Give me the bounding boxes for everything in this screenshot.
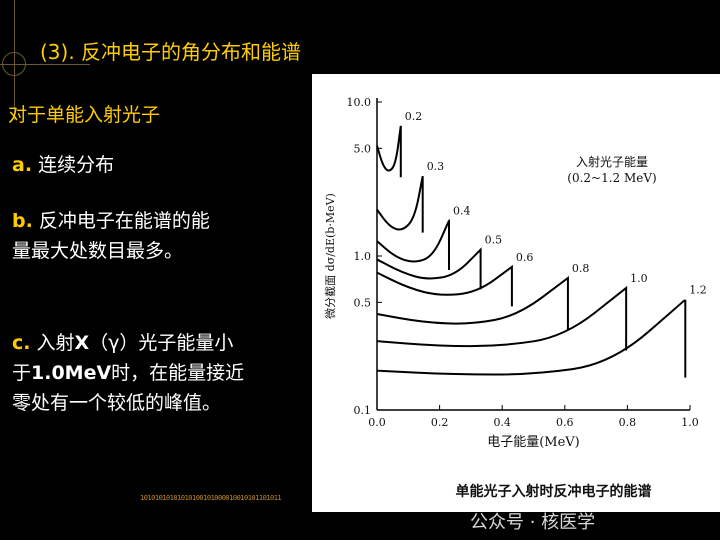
series-line-0.5 bbox=[376, 247, 482, 290]
item-c-line2-post: 时，在能量接近 bbox=[111, 362, 245, 384]
item-c-line1-post: （γ）光子能量小 bbox=[89, 332, 234, 354]
item-c-line2-bold: 1.0MeV bbox=[31, 362, 112, 384]
item-b-line2: 量最大处数目最多。 bbox=[12, 240, 184, 262]
series-label-0.2: 0.2 bbox=[405, 110, 423, 123]
item-a-text: 连续分布 bbox=[32, 154, 115, 176]
series-label-1.0: 1.0 bbox=[630, 272, 648, 285]
x-tick-label-1: 0.2 bbox=[431, 416, 449, 429]
item-a: a. 连续分布 bbox=[12, 150, 114, 180]
item-c-line1-bold: X bbox=[74, 332, 90, 354]
watermark: 公众号 · 核医学 bbox=[470, 512, 596, 533]
x-tick-label-3: 0.6 bbox=[556, 416, 574, 429]
series-label-0.3: 0.3 bbox=[427, 160, 445, 173]
x-tick-label-4: 0.8 bbox=[619, 416, 637, 429]
legend-range: (0.2~1.2 MeV) bbox=[567, 171, 656, 185]
item-c-line1-pre: 入射 bbox=[30, 332, 75, 354]
item-c-line3: 零处有一个较低的峰值。 bbox=[12, 392, 222, 414]
x-tick-label-5: 1.0 bbox=[681, 416, 699, 429]
x-axis-label: 电子能量(MeV) bbox=[487, 435, 580, 450]
item-c-line2-pre: 于 bbox=[12, 362, 32, 384]
series-line-1.2 bbox=[376, 297, 687, 378]
series-line-0.6 bbox=[376, 264, 513, 307]
slide-subtitle: 对于单能入射光子 bbox=[8, 104, 161, 126]
x-tick-label-2: 0.4 bbox=[493, 416, 511, 429]
decor-binary-text: 10101010101010100101000010010101101011 bbox=[140, 494, 282, 502]
item-b: b. 反冲电子在能谱的能 量最大处数目最多。 bbox=[12, 206, 210, 266]
series-line-1.0 bbox=[376, 286, 628, 351]
y-tick-label-1: 5.0 bbox=[354, 142, 372, 155]
item-c: c. 入射X（γ）光子能量小 于1.0MeV时，在能量接近 零处有一个较低的峰值… bbox=[12, 328, 244, 418]
series-line-0.3 bbox=[376, 175, 424, 233]
slide-title: (3). 反冲电子的角分布和能谱 bbox=[40, 40, 302, 64]
chart-caption: 单能光子入射时反冲电子的能谱 bbox=[456, 483, 652, 500]
series-label-0.4: 0.4 bbox=[453, 205, 471, 218]
y-tick-label-4: 0.1 bbox=[354, 404, 372, 417]
decor-circle bbox=[2, 52, 26, 76]
series-line-0.2 bbox=[376, 125, 402, 178]
y-tick-label-3: 0.5 bbox=[354, 296, 372, 309]
item-c-label: c. bbox=[12, 332, 31, 354]
item-b-line1: 反冲电子在能谱的能 bbox=[32, 210, 210, 232]
x-tick-label-0: 0.0 bbox=[368, 416, 386, 429]
item-b-label: b. bbox=[12, 210, 33, 232]
legend-title: 入射光子能量 bbox=[576, 154, 648, 169]
spectrum-figure: 10.0 5.0 1.0 0.5 0.1 0.0 0.2 0.4 0.6 0.8 1.0 电子能量(M… bbox=[312, 74, 720, 512]
series-label-0.6: 0.6 bbox=[516, 251, 534, 264]
series-line-0.4 bbox=[376, 220, 450, 270]
series-line-0.8 bbox=[376, 275, 569, 330]
spectrum-chart: 10.0 5.0 1.0 0.5 0.10.0 0.2 0.4 0.6 0.8 1.0 电子能量(M… bbox=[323, 96, 707, 500]
series-label-0.5: 0.5 bbox=[485, 234, 503, 247]
decor-line-horizontal bbox=[0, 64, 90, 65]
y-tick-label-2: 1.0 bbox=[354, 250, 372, 263]
series-label-1.2: 1.2 bbox=[689, 284, 707, 297]
item-a-label: a. bbox=[12, 154, 33, 176]
y-tick-label-0: 10.0 bbox=[347, 96, 372, 109]
series-label-0.8: 0.8 bbox=[572, 262, 590, 275]
y-axis-label: 微分截面 dσ/dE(b·MeV) bbox=[323, 193, 337, 319]
